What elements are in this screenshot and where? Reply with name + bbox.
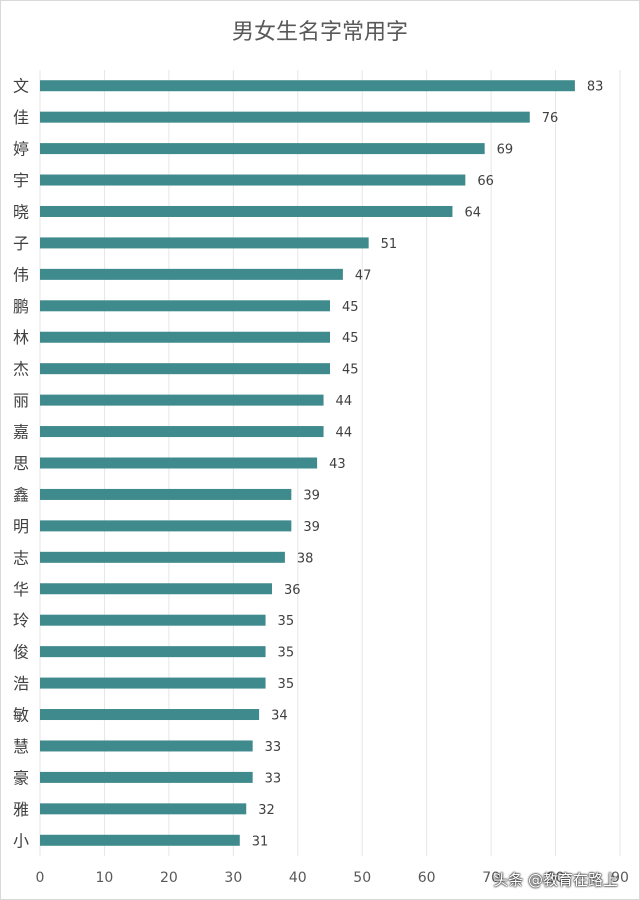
data-label: 66 (477, 174, 494, 189)
x-tick-label: 30 (224, 870, 242, 886)
bar (40, 488, 292, 500)
x-tick-label: 10 (96, 870, 114, 886)
bar (40, 426, 324, 438)
bar (40, 205, 453, 217)
bar (40, 111, 530, 123)
category-label: 俊 (13, 643, 29, 662)
data-label: 44 (336, 394, 353, 409)
x-tick-label: 70 (482, 870, 500, 886)
data-labels: 83 76 69 66 64 51 47 45 45 45 44 44 43 39 39 38 36 35 35 35… (252, 80, 604, 850)
category-label: 晓 (13, 202, 29, 221)
bar (40, 174, 466, 186)
data-label: 34 (271, 709, 288, 724)
bar (40, 80, 575, 92)
data-label: 35 (278, 677, 295, 692)
bar (40, 677, 266, 689)
bar (40, 614, 266, 626)
data-label: 44 (336, 426, 353, 441)
bar (40, 834, 240, 846)
bar (40, 551, 285, 563)
bar (40, 709, 260, 721)
data-label: 39 (303, 488, 320, 503)
category-label: 佳 (13, 108, 29, 127)
bar (40, 457, 318, 469)
category-label: 豪 (13, 768, 29, 787)
category-label: 志 (13, 548, 29, 567)
data-label: 35 (278, 614, 295, 629)
category-label: 嘉 (13, 423, 29, 442)
data-label: 45 (342, 300, 359, 315)
bar (40, 394, 324, 406)
category-label: 思 (13, 454, 29, 473)
data-label: 35 (278, 646, 295, 661)
category-label: 宇 (13, 171, 29, 190)
category-label: 伟 (13, 265, 29, 284)
data-label: 45 (342, 331, 359, 346)
category-label: 雅 (13, 800, 29, 819)
category-label: 林 (13, 328, 29, 347)
data-label: 31 (252, 834, 269, 849)
data-label: 45 (342, 363, 359, 378)
category-label: 文 (13, 77, 29, 96)
category-label: 慧 (13, 737, 29, 756)
chart-title: 男女生名字常用字 (231, 20, 408, 45)
data-label: 39 (303, 520, 320, 535)
watermark: 头条 @教育在路上 (493, 871, 618, 889)
x-tick-label: 20 (160, 870, 178, 886)
bar (40, 740, 253, 752)
bar (40, 143, 485, 155)
category-label: 华 (13, 580, 29, 599)
bar (40, 363, 330, 375)
x-tick-label: 40 (289, 870, 307, 886)
x-tick-label: 80 (547, 870, 565, 886)
x-tick-label: 60 (418, 870, 436, 886)
category-label: 敏 (13, 706, 29, 725)
bar (40, 583, 272, 595)
x-tick-label: 50 (353, 870, 371, 886)
category-label: 浩 (13, 674, 29, 693)
category-label: 鹏 (13, 297, 29, 316)
data-label: 43 (329, 457, 346, 472)
x-tick-label: 90 (611, 870, 629, 886)
data-label: 51 (381, 237, 398, 252)
category-label: 杰 (13, 360, 29, 379)
x-axis-ticks: 0 10 20 30 40 50 60 70 80 90 (36, 870, 629, 886)
bar (40, 803, 247, 815)
category-label: 婷 (13, 140, 29, 159)
bar (40, 646, 266, 658)
category-label: 鑫 (13, 485, 29, 504)
category-label: 小 (13, 831, 29, 850)
x-tick-label: 0 (36, 870, 45, 886)
data-label: 33 (265, 771, 282, 786)
bar (40, 268, 343, 280)
bar (40, 771, 253, 783)
data-label: 38 (297, 551, 314, 566)
data-label: 36 (284, 583, 301, 598)
bar (40, 300, 330, 312)
bar (40, 520, 292, 532)
category-label: 玲 (13, 611, 29, 630)
data-label: 69 (497, 143, 514, 158)
data-label: 83 (587, 80, 604, 95)
data-label: 47 (355, 268, 372, 283)
data-label: 33 (265, 740, 282, 755)
bars (40, 80, 575, 846)
bar (40, 237, 369, 249)
category-label: 明 (13, 517, 29, 536)
data-label: 76 (542, 111, 559, 126)
category-label: 丽 (13, 391, 29, 410)
data-label: 64 (464, 205, 481, 220)
bar (40, 331, 330, 343)
category-label: 子 (13, 234, 29, 253)
data-label: 32 (258, 803, 275, 818)
